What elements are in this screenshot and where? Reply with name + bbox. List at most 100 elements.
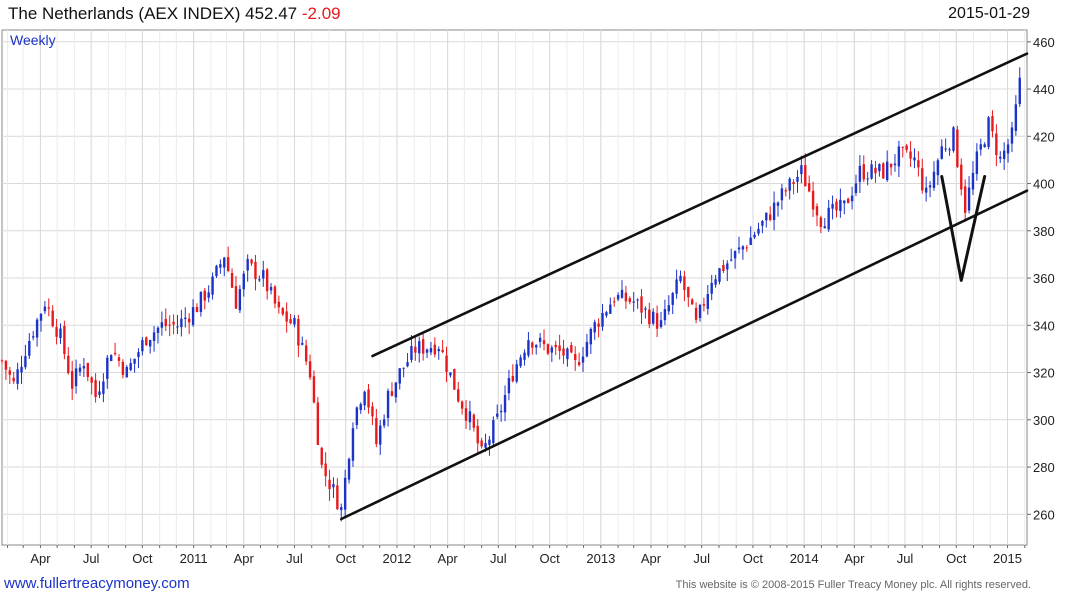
candle-body xyxy=(554,344,557,348)
candle-body xyxy=(145,337,148,346)
candle-body xyxy=(191,307,195,325)
candle-body xyxy=(952,127,955,151)
candle-body xyxy=(796,176,799,182)
candle-body xyxy=(418,341,421,354)
x-tick-label: Oct xyxy=(336,551,357,566)
candle-body xyxy=(940,146,943,159)
candle-body xyxy=(402,367,405,369)
candle-body xyxy=(78,367,82,372)
x-tick-label: Jul xyxy=(693,551,710,566)
candle-body xyxy=(86,362,89,377)
candle-body xyxy=(8,370,11,375)
candle-body xyxy=(390,391,394,396)
candle-body xyxy=(913,157,916,161)
candle-body xyxy=(31,336,35,338)
candle-body xyxy=(24,356,27,368)
candle-body xyxy=(273,286,277,304)
candle-body xyxy=(215,265,218,277)
x-tick-label: Jul xyxy=(490,551,507,566)
candle-body xyxy=(382,419,386,426)
candle-body xyxy=(683,276,686,291)
candle-body xyxy=(152,332,156,341)
candle-body xyxy=(242,273,245,290)
candle-body xyxy=(425,349,429,353)
candle-body xyxy=(340,507,343,511)
candle-body xyxy=(184,317,187,320)
candle-body xyxy=(28,340,31,356)
candle-body xyxy=(971,172,975,190)
candle-body xyxy=(1002,150,1006,159)
site-link[interactable]: www.fullertreacymoney.com xyxy=(4,575,190,592)
candle-body xyxy=(460,401,464,409)
candle-body xyxy=(538,337,542,342)
candle-body xyxy=(121,361,125,375)
candle-body xyxy=(211,276,214,295)
candle-body xyxy=(250,259,253,264)
candle-body xyxy=(858,165,862,182)
x-tick-label: Oct xyxy=(946,551,967,566)
candle-body xyxy=(570,345,573,353)
x-tick-label: Jul xyxy=(83,551,100,566)
candle-body xyxy=(722,264,725,272)
candle-body xyxy=(445,355,448,372)
candle-body xyxy=(597,323,600,327)
candle-body xyxy=(398,368,401,384)
candle-body xyxy=(195,306,199,313)
candle-body xyxy=(585,341,589,357)
candle-body xyxy=(624,292,628,302)
title-text: The Netherlands (AEX INDEX) 452.47 xyxy=(8,4,298,23)
candle-body xyxy=(304,345,308,362)
candle-body xyxy=(320,447,323,465)
candle-body xyxy=(948,149,951,151)
axes: 260 280 300 320 340 360 380 400 420 440 460 Apr Jul O… xyxy=(7,35,1055,566)
candle-body xyxy=(301,342,304,345)
candle-body xyxy=(441,349,444,353)
candle-body xyxy=(187,318,191,323)
candle-body xyxy=(616,294,620,300)
candle-body xyxy=(835,201,838,211)
candle-body xyxy=(936,160,940,176)
candle-body xyxy=(862,164,865,180)
candle-body xyxy=(476,425,479,444)
candle-body xyxy=(125,367,128,378)
candle-body xyxy=(718,268,721,282)
candle-body xyxy=(16,369,19,384)
candle-body xyxy=(581,356,585,363)
candle-body xyxy=(449,372,452,376)
candle-body xyxy=(854,183,858,193)
candle-body xyxy=(601,312,604,327)
x-tick-label: Oct xyxy=(132,551,153,566)
candle-body xyxy=(921,168,924,191)
candle-body xyxy=(59,328,62,339)
candle-body xyxy=(784,190,787,192)
candle-body xyxy=(714,279,717,285)
candle-body xyxy=(999,156,1002,159)
candle-body xyxy=(137,352,140,358)
candle-body xyxy=(882,163,885,179)
candle-body xyxy=(484,443,487,448)
candle-body xyxy=(749,237,752,245)
candle-body xyxy=(20,366,23,373)
candle-body xyxy=(632,301,635,303)
candle-body xyxy=(507,378,511,394)
candle-body xyxy=(979,144,982,150)
candle-body xyxy=(234,286,238,309)
candle-body xyxy=(363,391,366,406)
candle-body xyxy=(394,382,398,398)
y-tick-label: 460 xyxy=(1033,35,1055,50)
candle-body xyxy=(905,145,908,150)
candle-body xyxy=(1010,127,1014,144)
candle-body xyxy=(156,327,160,333)
candle-body xyxy=(535,345,538,348)
candle-body xyxy=(82,366,86,369)
candle-body xyxy=(956,129,959,168)
candle-body xyxy=(741,246,745,250)
candle-body xyxy=(745,247,748,249)
candle-body xyxy=(511,375,515,382)
candle-body xyxy=(885,161,889,181)
candle-body xyxy=(375,418,378,445)
candle-body xyxy=(772,202,776,220)
x-tick-label: Apr xyxy=(30,551,51,566)
candle-body xyxy=(109,355,113,361)
